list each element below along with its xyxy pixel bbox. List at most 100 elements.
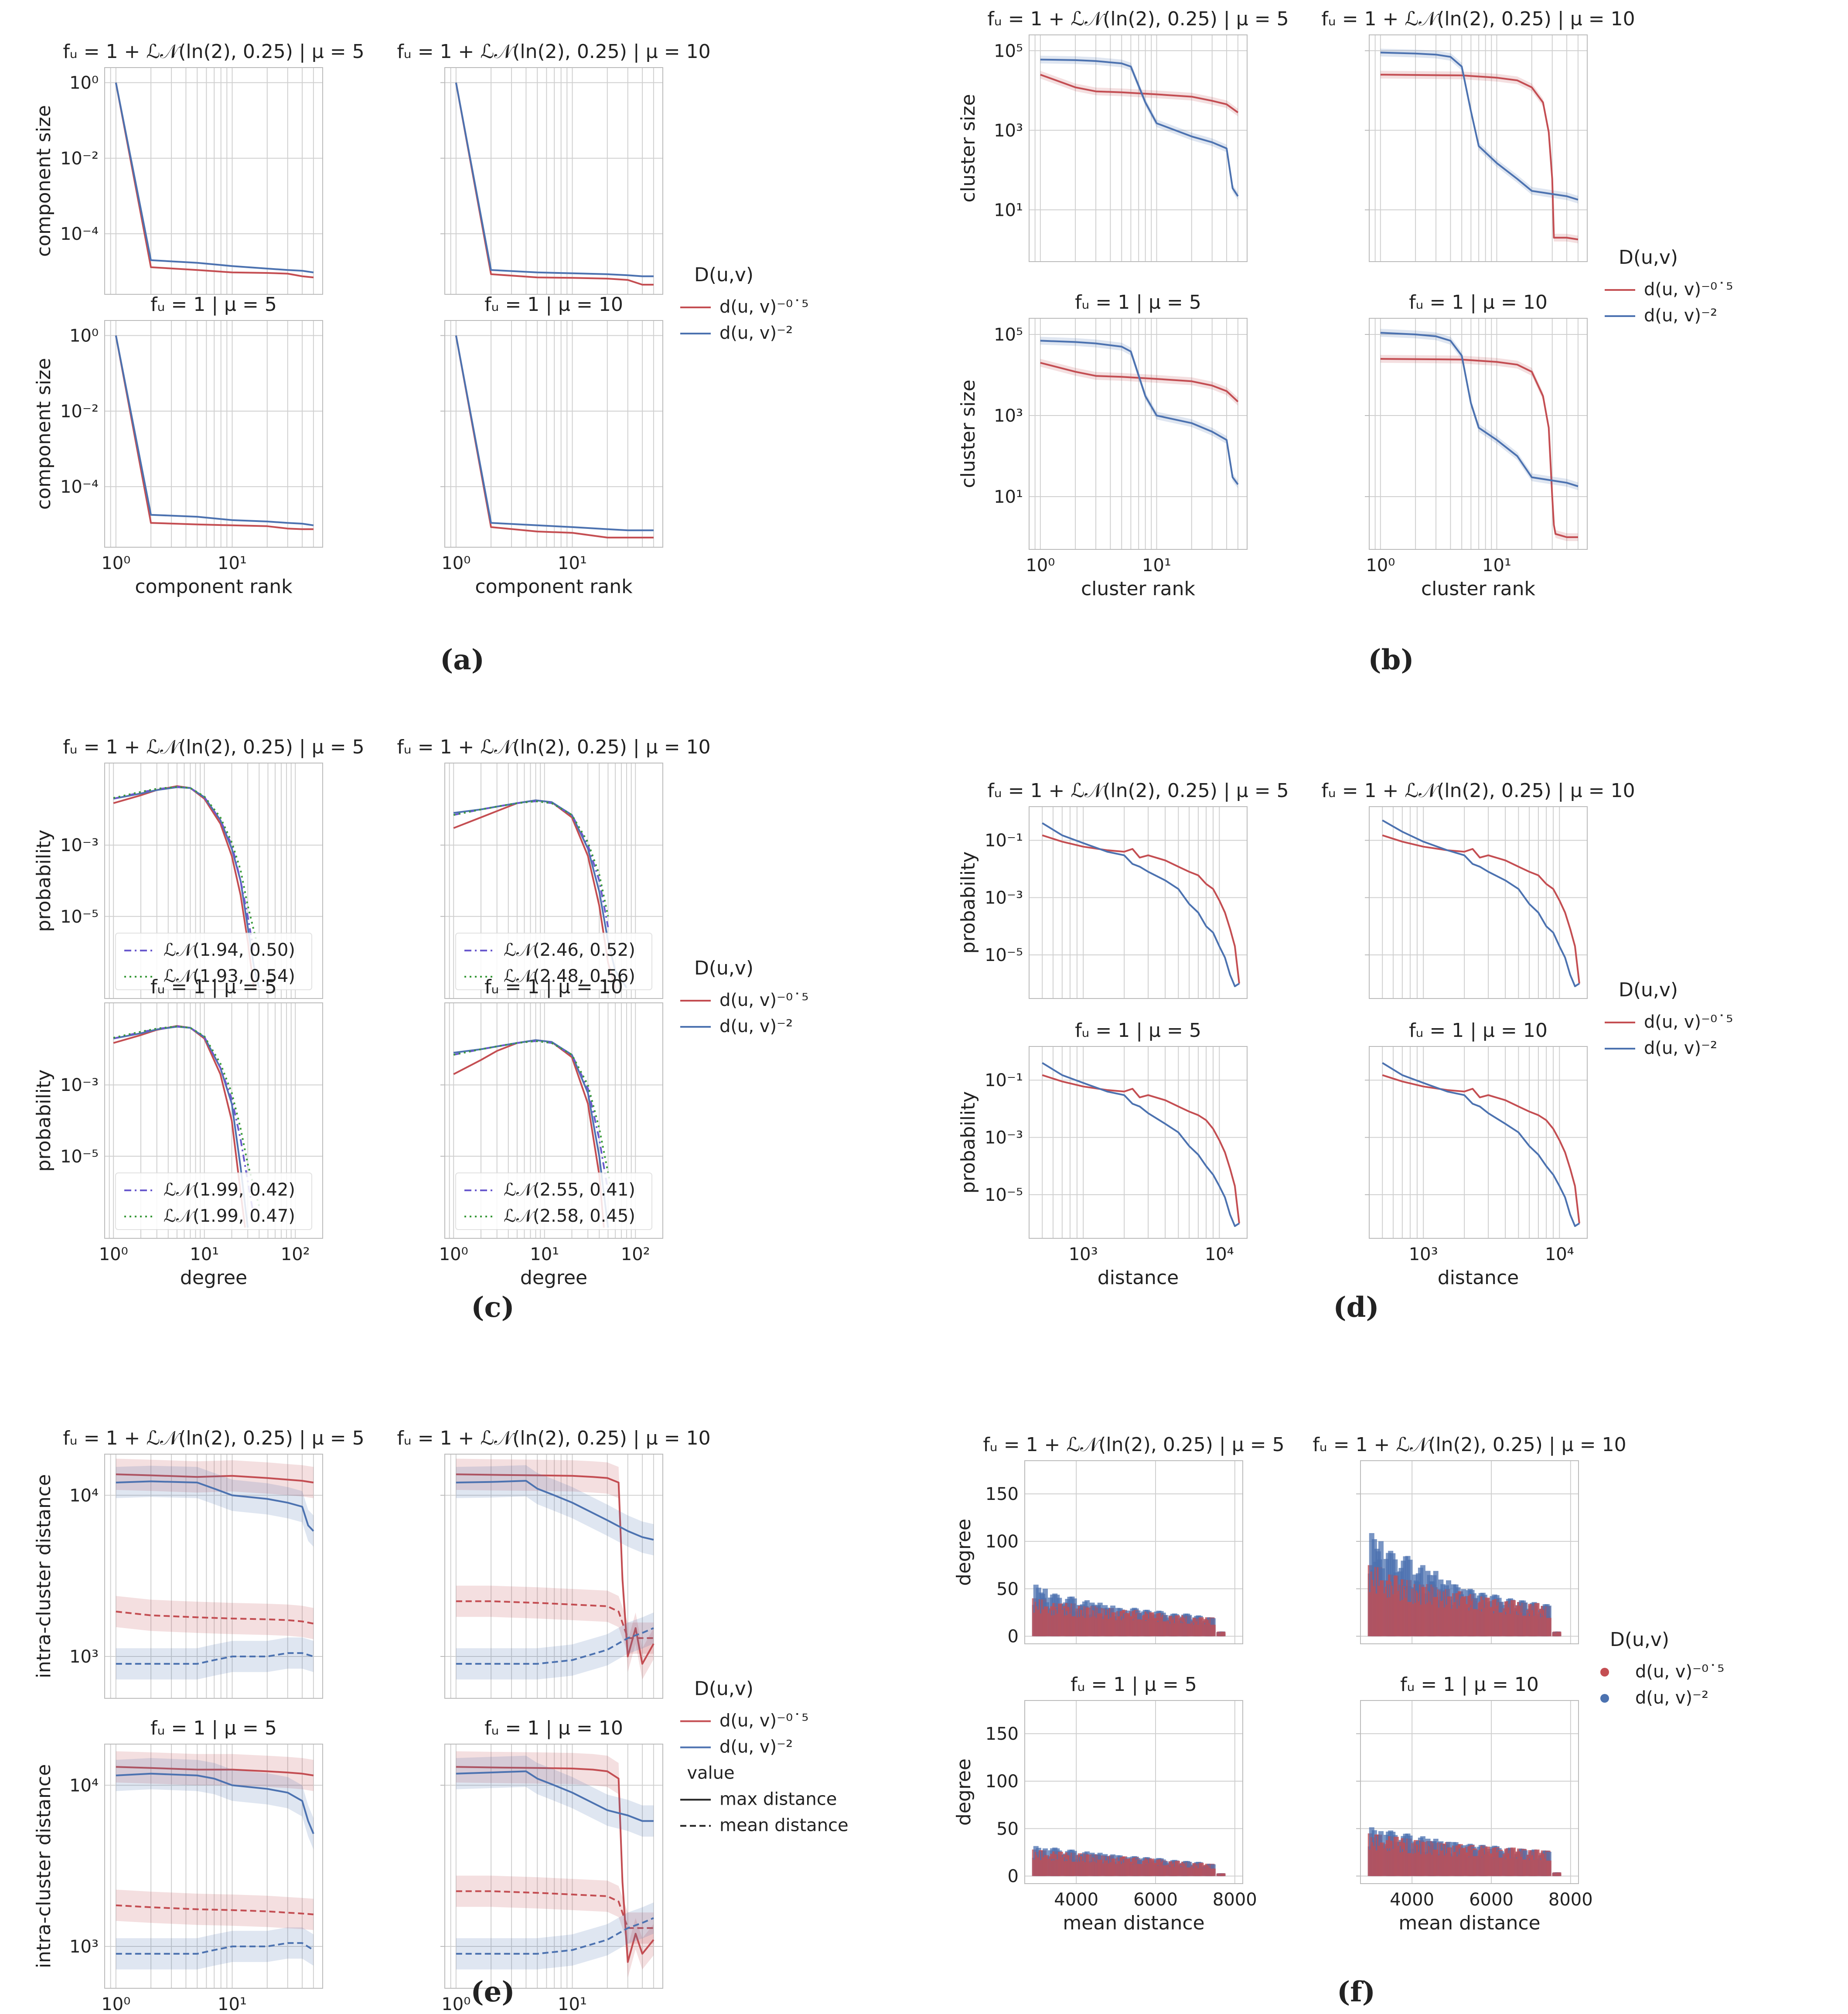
legend-label-dashed: mean distance (719, 1816, 849, 1836)
axes-frame (1369, 318, 1588, 550)
x-tick-label: 10¹ (530, 1244, 559, 1264)
legend-label-blue: d(u, v)⁻² (719, 1016, 793, 1036)
series-band-red (116, 1751, 314, 1791)
scatter-mark-red (1187, 1867, 1192, 1876)
series-band-red (116, 1459, 314, 1498)
x-tick-label: 10¹ (558, 553, 587, 573)
y-tick-label: 10⁴ (69, 1775, 99, 1796)
y-tick-label: 10⁻² (60, 402, 99, 422)
subplot-c-ln5: fᵤ = 1 + ℒ𝒩(ln(2), 0.25) | μ = 5 10⁻³ 10⁻⁵… (33, 736, 365, 999)
data-layer (1380, 329, 1579, 541)
data-layer (115, 335, 314, 530)
data-layer (456, 1459, 655, 1680)
panel-caption: (e) (471, 1976, 515, 2008)
subplot-b-ln10: fᵤ = 1 + ℒ𝒩(ln(2), 0.25) | μ = 10 (1321, 8, 1635, 262)
axes-frame (104, 1002, 323, 1239)
subplot-title: fᵤ = 1 | μ = 10 (484, 293, 623, 316)
series-line-fit_dotted (453, 1040, 613, 1192)
subplot-e-one5: fᵤ = 1 | μ = 5 10³ 10⁴ intra-cluster distan… (33, 1717, 323, 2014)
subplot-a-one10: fᵤ = 1 | μ = 10 10⁰ 10¹ component rank (440, 293, 663, 598)
x-tick-label: 10¹ (1482, 555, 1511, 576)
x-tick-label: 10¹ (218, 553, 247, 573)
series-line-blue-solid (116, 1772, 314, 1834)
y-tick-label: 10⁵ (994, 325, 1023, 345)
series-line-red-solid (116, 1473, 314, 1484)
data-layer (1042, 1062, 1240, 1227)
x-tick-label: 10⁰ (101, 1994, 130, 2014)
x-axis-title: degree (520, 1267, 587, 1289)
scatter-mark-red (1393, 1837, 1399, 1876)
series-line-fit_dashdot (453, 1040, 609, 1192)
scatter-mark-red (1057, 1851, 1063, 1876)
x-tick-label: 10⁰ (1026, 555, 1055, 576)
x-tick-label: 8000 (1213, 1890, 1257, 1910)
axes-frame (1360, 1460, 1579, 1644)
y-tick-label: 10³ (994, 406, 1023, 426)
y-axis-title: cluster size (957, 380, 979, 488)
series-band-red (1380, 71, 1578, 244)
y-tick-label: 10⁻³ (60, 835, 99, 855)
series-line-fit_dotted (113, 1025, 260, 1206)
subplot-title: fᵤ = 1 | μ = 5 (150, 293, 277, 316)
scatter-mark-red (1407, 1602, 1413, 1636)
scatter-mark-red (1137, 1864, 1142, 1876)
series-line-red (1040, 74, 1239, 113)
x-tick-label: 4000 (1054, 1890, 1098, 1910)
subplot-b-one5: fᵤ = 1 | μ = 5 10¹ 10³ 10⁵ cluster size 10⁰ 10… (957, 291, 1248, 600)
series-band-blue (1380, 329, 1578, 491)
y-axis-title: degree (953, 1758, 975, 1826)
subplot-title: fᵤ = 1 + ℒ𝒩(ln(2), 0.25) | μ = 5 (63, 736, 364, 758)
series-line-blue (455, 335, 654, 532)
scatter-mark-red (1473, 1609, 1478, 1636)
x-axis-title: mean distance (1398, 1912, 1540, 1934)
subplot-title: fᵤ = 1 | μ = 5 (1075, 291, 1201, 314)
y-tick-label: 10⁻³ (60, 1075, 99, 1095)
scatter-mark-red (1044, 1606, 1049, 1636)
axes-frame (104, 1454, 323, 1699)
panel-caption: (d) (1333, 1291, 1379, 1324)
series-line-blue (455, 82, 654, 277)
legend-d: D(u,v) d(u, v)⁻⁰˙⁵ d(u, v)⁻² (1605, 979, 1733, 1058)
x-axis-title: cluster rank (1421, 578, 1536, 600)
subplot-title: fᵤ = 1 + ℒ𝒩(ln(2), 0.25) | μ = 5 (983, 1434, 1284, 1456)
scatter-mark-red (1163, 1621, 1168, 1636)
scatter-mark-red (1510, 1847, 1516, 1876)
x-tick-label: 10⁰ (1366, 555, 1395, 576)
series-line-blue-solid (116, 1480, 314, 1532)
series-line-blue (1040, 340, 1239, 485)
legend-label-blue: d(u, v)⁻² (719, 1737, 793, 1757)
axes-frame (444, 1002, 663, 1239)
series-band-blue (456, 1465, 654, 1556)
y-tick-label: 100 (985, 1772, 1019, 1792)
panel-caption: (c) (471, 1291, 515, 1324)
subplot-title: fᵤ = 1 + ℒ𝒩(ln(2), 0.25) | μ = 10 (397, 736, 710, 758)
y-tick-label: 150 (985, 1484, 1019, 1504)
scatter-mark-red (1510, 1600, 1516, 1636)
panel-caption: (b) (1368, 644, 1414, 676)
x-tick-label: 6000 (1133, 1890, 1178, 1910)
x-tick-label: 6000 (1469, 1890, 1514, 1910)
y-tick-label: 10³ (994, 121, 1023, 141)
x-axis-title: mean distance (1063, 1912, 1204, 1934)
scatter-mark-red (1187, 1623, 1192, 1636)
data-layer (455, 82, 654, 286)
fit-legend-box (455, 1172, 652, 1230)
subplot-f-one5: fᵤ = 1 | μ = 5 0 50 100 150 degree 4000 6000 800… (953, 1673, 1257, 1934)
data-layer (1040, 55, 1239, 200)
series-band-red (1040, 71, 1238, 116)
legend-marker-blue (1600, 1694, 1609, 1703)
x-tick-label: 10³ (1069, 1244, 1098, 1264)
panel-c: fᵤ = 1 + ℒ𝒩(ln(2), 0.25) | μ = 5 10⁻³ 10⁻⁵… (33, 736, 808, 1324)
legend-e: D(u,v) d(u, v)⁻⁰˙⁵ d(u, v)⁻² value max dista… (680, 1678, 849, 1836)
scatter-mark-red (1111, 1858, 1117, 1876)
series-band-red (1380, 355, 1578, 541)
x-axis-title: distance (1098, 1267, 1179, 1289)
series-line-blue (1382, 1062, 1580, 1227)
scatter-mark-red (1546, 1861, 1551, 1876)
legend-a: D(u,v) d(u, v)⁻⁰˙⁵ d(u, v)⁻² (680, 264, 808, 343)
series-line-red (1042, 1074, 1240, 1223)
fit-legend-label: ℒ𝒩(2.46, 0.52) (504, 940, 635, 960)
axes-frame (1369, 34, 1588, 262)
data-layer (115, 82, 314, 279)
